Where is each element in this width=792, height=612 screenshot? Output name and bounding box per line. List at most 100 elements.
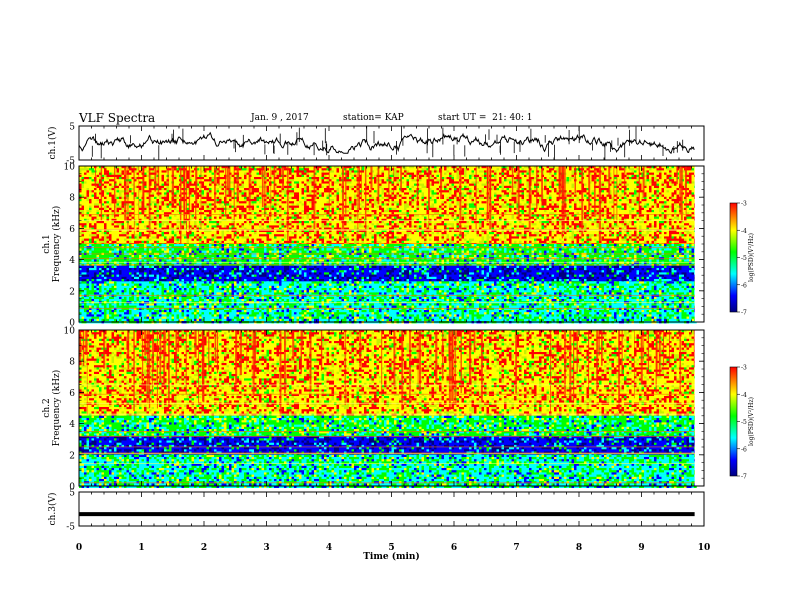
- ch1-spectrogram-cell: [339, 188, 342, 191]
- ch1-spectrogram-cell: [306, 205, 310, 208]
- ch1-spectrogram-cell: [186, 179, 190, 182]
- ch1-spectrogram-cell: [614, 192, 617, 195]
- ch1-spectrogram-cell: [429, 183, 432, 186]
- ch1-spectrogram-cell: [551, 207, 555, 211]
- ch1-spectrogram-cell: [546, 192, 550, 195]
- ch1-spectrogram-cell: [361, 194, 365, 197]
- ch1-spectrogram-cell: [109, 201, 112, 204]
- ch1-spectrogram-cell: [121, 174, 125, 178]
- ch1-spectrogram-cell: [656, 170, 660, 173]
- ch1-spectrogram-cell: [89, 170, 92, 173]
- ch1-spectrogram-cell: [109, 174, 112, 178]
- ch1-spectrogram-cell: [259, 168, 262, 171]
- ch1-spectrogram-cell: [84, 183, 87, 186]
- ch1-spectrogram-cell: [646, 179, 650, 182]
- ch1-spectrogram-cell: [401, 183, 405, 186]
- ch1-spectrogram-cell: [381, 168, 385, 171]
- ch1-spectrogram-cell: [431, 201, 435, 204]
- ch1-spectrogram-cell: [329, 203, 332, 206]
- ch1-spectrogram-cell: [689, 166, 692, 169]
- ch1-spectrogram-cell: [461, 207, 465, 211]
- ch1-spectrogram-cell: [611, 201, 615, 204]
- ch1-spectrogram-cell: [369, 201, 372, 204]
- ch1-spectrogram-cell: [644, 177, 647, 180]
- ch1-spectrogram-cell: [274, 183, 277, 186]
- ch1-spectrogram-cell: [661, 170, 665, 173]
- ch1-spectrogram-cell: [129, 168, 132, 171]
- ch1-spectrogram-cell: [391, 181, 395, 184]
- ch1-spectrogram-cell: [111, 166, 115, 169]
- ch1-spectrogram-cell: [119, 168, 122, 171]
- ch1-spectrogram-cell: [254, 168, 257, 171]
- ch1-spectrogram-cell: [174, 172, 177, 175]
- ch1-spectrogram-cell: [176, 205, 180, 208]
- ch1-spectrogram-cell: [556, 177, 560, 180]
- ch1-spectrogram-cell: [166, 205, 170, 208]
- ch1-spectrogram-cell: [546, 196, 550, 200]
- ch1-spectrogram-cell: [329, 172, 332, 175]
- ch1-spectrogram-cell: [81, 172, 85, 175]
- ch1-spectrogram-cell: [109, 172, 112, 175]
- ch1-spectrogram-cell: [191, 188, 195, 191]
- ch1-spectrogram-cell: [519, 199, 522, 202]
- ch1-spectrogram-cell: [219, 166, 222, 169]
- ch1-spectrogram-cell: [634, 207, 637, 211]
- ch1-spectrogram-cell: [569, 203, 572, 206]
- ch1-spectrogram-cell: [306, 201, 310, 204]
- ch1-spectrogram-cell: [646, 194, 650, 197]
- ch1-spectrogram-cell: [369, 203, 372, 206]
- ch1-spectrogram-cell: [431, 166, 435, 169]
- ch1-spectrogram-cell: [536, 201, 540, 204]
- ch1-spectrogram-cell: [494, 185, 497, 189]
- ch1-spectrogram-cell: [139, 192, 142, 195]
- ch1-spectrogram-cell: [499, 190, 502, 193]
- ch1-spectrogram-cell: [539, 199, 542, 202]
- ch1-spectrogram-cell: [454, 194, 457, 197]
- ch1-spectrogram-cell: [661, 181, 665, 184]
- ch1-spectrogram-cell: [661, 172, 665, 175]
- ch1-spectrogram-cell: [241, 179, 245, 182]
- ch1-spectrogram-cell: [409, 192, 412, 195]
- ch1-spectrogram-cell: [276, 194, 280, 197]
- ch1-spectrogram-cell: [509, 205, 512, 208]
- ch1-spectrogram-cell: [571, 181, 575, 184]
- ch1-spectrogram-cell: [169, 177, 172, 180]
- ch1-spectrogram-cell: [136, 199, 140, 202]
- ch1-spectrogram-cell: [421, 168, 425, 171]
- ch1-spectrogram-cell: [674, 196, 677, 200]
- ch1-spectrogram-cell: [531, 185, 535, 189]
- ch1-spectrogram-cell: [96, 203, 100, 206]
- ch1-spectrogram-cell: [416, 205, 420, 208]
- ch1-spectrogram-cell: [169, 190, 172, 193]
- ch1-spectrogram-cell: [324, 192, 327, 195]
- ch1-spectrogram-cell: [526, 172, 530, 175]
- ch1-spectrogram-cell: [104, 201, 107, 204]
- ch1-spectrogram-cell: [669, 194, 672, 197]
- ch1-spectrogram-cell: [684, 199, 687, 202]
- ch1-spectrogram-cell: [531, 166, 535, 169]
- ch1-spectrogram-cell: [269, 203, 272, 206]
- ch1-spectrogram-cell: [604, 199, 607, 202]
- ch1-spectrogram-cell: [691, 170, 695, 173]
- ch1-spectrogram-cell: [226, 201, 230, 204]
- ch1-spectrogram-cell: [239, 188, 242, 191]
- ch1-spectrogram-cell: [601, 190, 605, 193]
- ch1-spectrogram-cell: [556, 183, 560, 186]
- ch1-spectrogram-cell: [174, 174, 177, 178]
- ch1-spectrogram-cell: [306, 203, 310, 206]
- ch1-spectrogram-cell: [289, 185, 292, 189]
- ch1-spectrogram-cell: [616, 166, 620, 169]
- ch1-spectrogram-cell: [639, 190, 642, 193]
- ch1-spectrogram-cell: [244, 190, 247, 193]
- ch1-spectrogram-cell: [586, 185, 590, 189]
- ch1-spectrogram-cell: [521, 166, 525, 169]
- ch1-spectrogram-cell: [424, 188, 427, 191]
- ch1-spectrogram-cell: [371, 166, 375, 169]
- ch1-spectrogram-cell: [531, 196, 535, 200]
- ch1-spectrogram-cell: [684, 201, 687, 204]
- ch1-spectrogram-cell: [406, 192, 410, 195]
- ch1-spectrogram-cell: [326, 170, 330, 173]
- ch1-spectrogram-cell: [81, 210, 85, 213]
- ch1-spectrogram-cell: [616, 181, 620, 184]
- ch1-spectrogram-cell: [614, 194, 617, 197]
